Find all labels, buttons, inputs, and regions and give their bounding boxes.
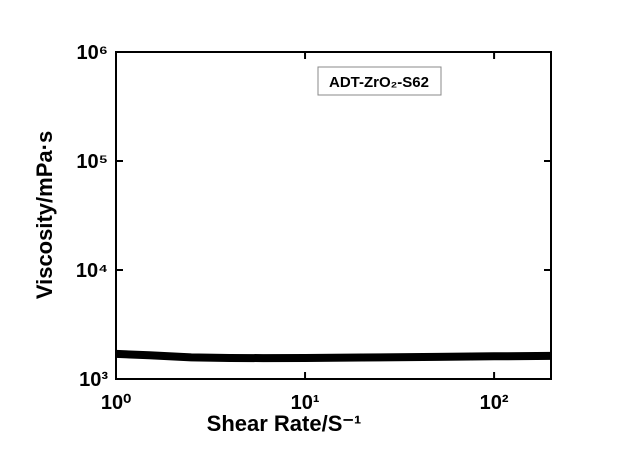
plot-frame [115, 51, 552, 380]
x-tick-label: 10⁰ [101, 392, 131, 414]
y-tick-label: 10⁶ [77, 42, 108, 64]
y-tick-label: 10⁵ [76, 151, 108, 173]
y-axis-label: Viscosity/mPa·s [32, 131, 57, 299]
data-line [115, 349, 552, 363]
legend-box [317, 66, 442, 96]
x-tick-label: 10² [480, 392, 509, 414]
x-tick-label: 10¹ [291, 392, 320, 414]
x-axis-label: Shear Rate/S⁻¹ [207, 411, 362, 436]
y-tick-label: 10⁴ [76, 260, 108, 282]
y-tick-label: 10³ [79, 369, 108, 391]
legend-label: ADT-ZrO₂-S62 [329, 74, 429, 91]
